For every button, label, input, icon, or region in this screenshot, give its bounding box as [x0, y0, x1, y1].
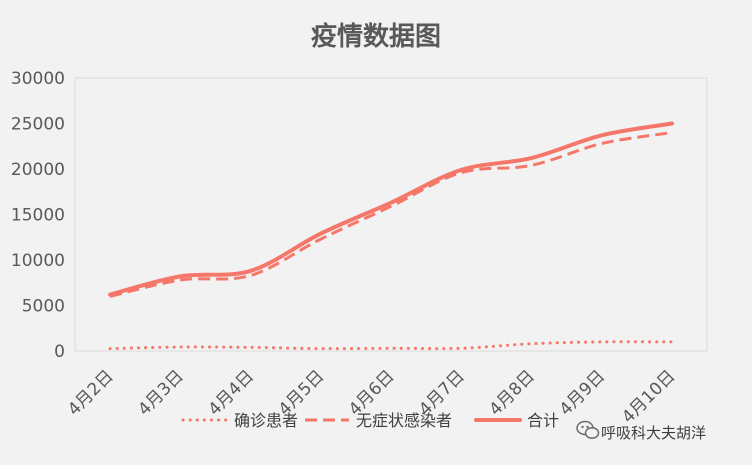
series-3-point	[527, 154, 535, 162]
series-1-point	[317, 345, 325, 353]
y-tick-label: 10000	[11, 251, 65, 271]
series-3-point	[317, 230, 325, 238]
y-tick-label: 30000	[11, 69, 65, 89]
legend-label: 确诊患者	[234, 411, 298, 430]
series-1-point	[247, 343, 255, 351]
legend-label: 合计	[527, 411, 559, 430]
series-3-point	[176, 272, 184, 280]
plot-border	[74, 77, 708, 352]
series-1-point	[668, 338, 676, 346]
series-3-point	[668, 120, 676, 128]
series-3-point	[598, 131, 606, 139]
legend-label: 无症状感染者	[356, 411, 452, 430]
series-3-point	[247, 267, 255, 275]
series-1-point	[176, 343, 184, 351]
x-tick-label: 4月2日	[64, 366, 117, 419]
y-tick-label: 25000	[11, 115, 65, 135]
chart-title: 疫情数据图	[311, 21, 441, 52]
watermark: 呼吸科大夫胡洋	[576, 420, 706, 442]
series-1-point	[527, 340, 535, 348]
x-tick-label: 4月9日	[556, 366, 609, 419]
series-line-1	[108, 340, 674, 351]
y-tick-label: 15000	[11, 206, 65, 226]
y-tick-label: 0	[54, 342, 65, 362]
watermark-text: 呼吸科大夫胡洋	[601, 424, 706, 442]
series-3-point	[387, 199, 395, 207]
series-1-point	[457, 344, 465, 352]
series-line-2	[109, 131, 673, 298]
series-1-point	[106, 345, 114, 353]
x-tick-label: 4月10日	[618, 366, 679, 427]
series-2-point	[598, 140, 606, 148]
y-tick-label: 20000	[11, 160, 65, 180]
series-2-point	[527, 161, 535, 169]
series-line-3	[108, 121, 674, 297]
x-tick-label: 4月3日	[134, 366, 187, 419]
series-3-point	[106, 291, 114, 299]
legend: 确诊患者 无症状感染者 合计	[181, 411, 559, 430]
series-3-point	[457, 166, 465, 174]
series-1-point	[598, 338, 606, 346]
y-tick-label: 5000	[22, 297, 65, 317]
plot-area: 0 5000 10000 15000 20000 25000 30000 4月2日 4月3日 4月…	[11, 69, 708, 428]
series-2-point	[668, 129, 676, 137]
wechat-icon	[576, 420, 600, 439]
series-1-point	[387, 344, 395, 352]
